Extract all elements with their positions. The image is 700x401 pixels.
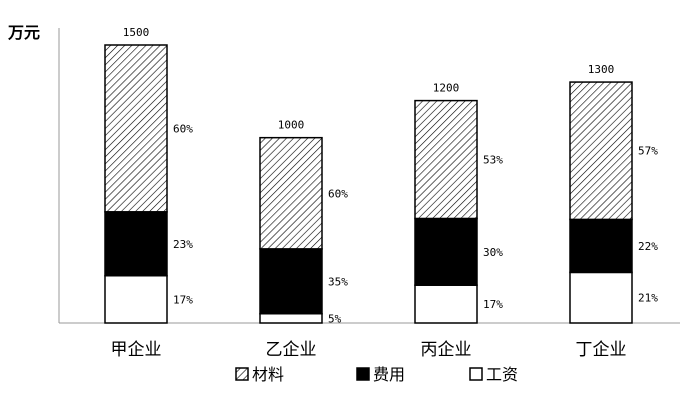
- labels-group: 17% 23% 60% 1500 甲企业 5% 35% 60% 1000 乙企业 17% 30% 53%…: [111, 26, 659, 360]
- category-label: 丁企业: [576, 340, 627, 360]
- unit-label: 万元: [7, 23, 40, 42]
- percent-label: 17%: [173, 293, 193, 306]
- percent-label: 21%: [638, 292, 658, 305]
- percent-label: 22%: [638, 240, 658, 253]
- percent-label: 30%: [483, 246, 503, 259]
- bar-segment-工资-乙企业: [259, 312, 323, 324]
- total-label: 1000: [278, 119, 305, 132]
- bar-segment-材料-乙企业: [259, 136, 323, 250]
- percent-label: 60%: [173, 122, 193, 135]
- category-label: 乙企业: [266, 340, 317, 360]
- legend-label: 材料: [252, 365, 284, 384]
- bar-segment-材料-甲企业: [104, 44, 168, 213]
- legend-label: 费用: [373, 365, 405, 384]
- bars-group: [104, 44, 633, 324]
- legend: 材料 费用 工资: [235, 365, 518, 384]
- percent-label: 57%: [638, 145, 658, 158]
- category-label: 丙企业: [421, 340, 472, 360]
- percent-label: 60%: [328, 187, 348, 200]
- category-label: 甲企业: [111, 340, 162, 360]
- legend-swatch: [235, 367, 249, 381]
- total-label: 1500: [123, 26, 150, 39]
- percent-label: 35%: [328, 275, 348, 288]
- bar-segment-费用-丁企业: [569, 218, 633, 274]
- total-label: 1200: [433, 82, 460, 95]
- bar-segment-费用-丙企业: [414, 217, 478, 286]
- legend-swatch: [469, 367, 483, 381]
- bar-segment-工资-丁企业: [569, 271, 633, 324]
- bar-segment-工资-丙企业: [414, 284, 478, 324]
- percent-label: 5%: [328, 312, 342, 325]
- bar-segment-费用-甲企业: [104, 211, 168, 277]
- percent-label: 53%: [483, 154, 503, 167]
- bar-segment-工资-甲企业: [104, 274, 168, 324]
- legend-label: 工资: [486, 365, 518, 384]
- bar-segment-材料-丁企业: [569, 81, 633, 221]
- percent-label: 17%: [483, 298, 503, 311]
- bar-segment-费用-乙企业: [259, 248, 323, 315]
- percent-label: 23%: [173, 238, 193, 251]
- total-label: 1300: [588, 63, 615, 76]
- legend-swatch: [356, 367, 370, 381]
- bar-segment-材料-丙企业: [414, 99, 478, 220]
